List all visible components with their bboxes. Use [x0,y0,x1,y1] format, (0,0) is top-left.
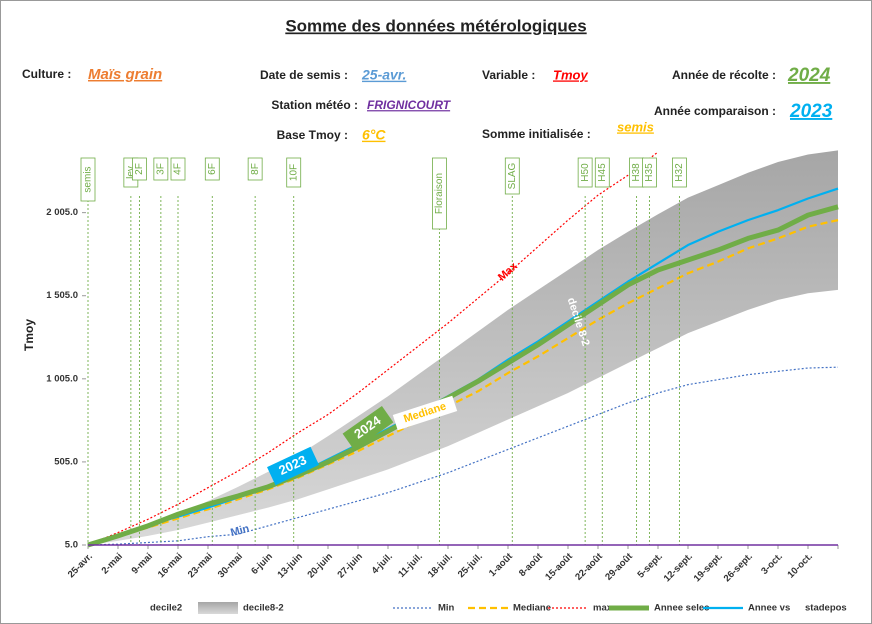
stage-label: lev [125,166,136,179]
legend-label: decile2 [150,603,182,614]
info-value: FRIGNICOURT [367,98,452,112]
area-decile2 [88,289,838,545]
stage-label: 10F [288,164,299,181]
stage-box [204,157,220,181]
legend-label: max [593,603,613,614]
y-tick-label: 1 505.0 [46,290,78,301]
y-tick-label: 2 005.0 [46,207,78,218]
info-value: 2023 [789,101,833,122]
stage-label: H38 [631,163,642,182]
info-label: Date de semis : [260,68,348,82]
line-series [87,204,839,548]
line-series [87,366,839,546]
stage-label: H32 [674,163,685,182]
stage-box [432,157,447,230]
legend-label: Annee vs [748,603,790,614]
stage-box [132,157,147,181]
stage-label: Floraison [434,173,445,214]
stage-label: 3F [155,163,166,175]
stage-label: 4F [173,163,184,175]
info-label: Variable : [482,68,535,82]
stage-box [642,157,657,188]
y-tick-label: 5.0 [65,540,78,551]
y-tick-label: 1 005.0 [46,373,78,384]
info-value: semis [617,119,654,134]
info-value: 6°C [362,127,386,143]
info-value: Maïs grain [88,66,162,83]
chart-title: Somme des données métérologiques [285,16,586,35]
info-label: Station météo : [271,98,358,112]
info-value: 2024 [787,65,831,86]
stage-box [594,157,610,188]
stage-box [286,157,302,188]
stage-box [577,157,593,188]
legend-label: Mediane [513,603,551,614]
stage-box [153,157,169,181]
info-label: Culture : [22,67,71,81]
stage-label: H50 [580,163,591,182]
info-label: Base Tmoy : [277,128,348,142]
stage-box [672,157,687,188]
stage-label: 2F [134,163,145,175]
annotation-bg [267,446,319,486]
legend-label: decile8-2 [243,603,284,614]
info-label: Année comparaison : [654,104,776,118]
stage-box [504,157,520,195]
info-value: 25-avr. [361,67,406,83]
area-decile82 [88,150,838,545]
annotation-bg [342,406,394,450]
stage-label: 6F [207,163,218,175]
y-axis-title: Tmoy [22,319,36,351]
legend-swatch [105,602,145,614]
stage-label: H45 [597,163,608,182]
stage-box [170,157,186,181]
line-series [87,151,659,546]
info-label: Somme initialisée : [482,127,591,141]
annotation: Min [229,523,251,540]
annotation-bg [392,395,458,431]
legend-label: Annee selec [654,603,709,614]
stage-box [247,157,263,181]
legend-label: stadepos [805,603,847,614]
stage-label: 8F [250,163,261,175]
y-tick-label: 505.0 [54,456,78,467]
info-value: Tmoy [553,67,588,82]
stage-label: H35 [644,163,655,182]
info-label: Année de récolte : [672,68,776,82]
line-series [87,219,839,547]
stage-label: SLAG [507,162,518,189]
legend-swatch [198,602,238,614]
stage-box [80,157,96,202]
legend-label: Min [438,603,455,614]
annotation-text: Min [229,523,251,540]
stage-label: semis [83,166,94,192]
